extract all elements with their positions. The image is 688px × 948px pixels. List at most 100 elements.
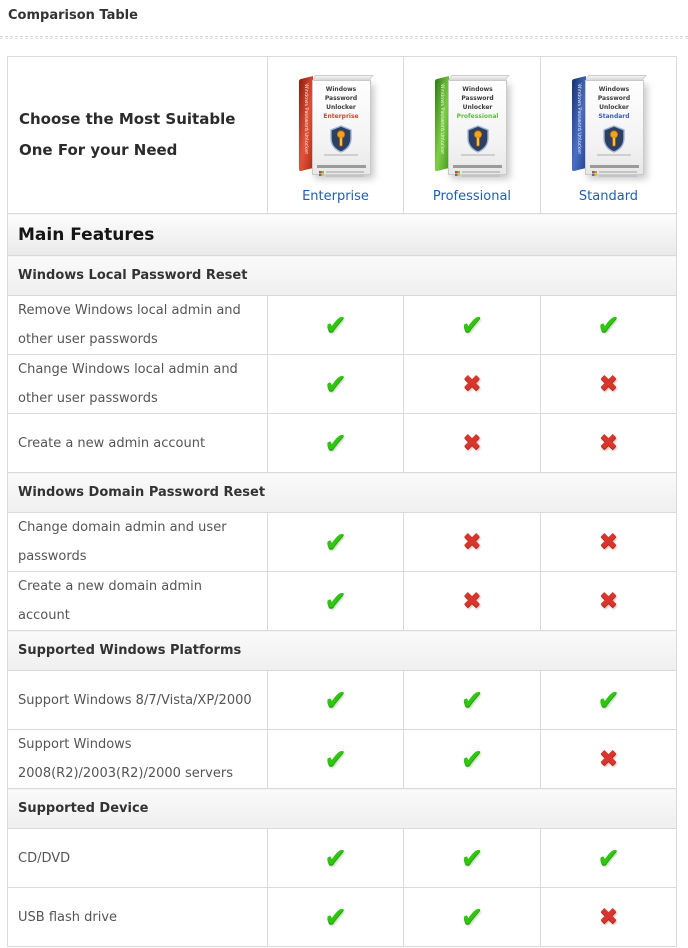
check-icon: ✔ <box>324 309 347 341</box>
box-front: Windows Password Unlocker Professional <box>448 80 507 177</box>
mark-cell-enterprise: ✔ <box>267 828 404 888</box>
product-box-enterprise: Windows Password Unlocker Windows Passwo… <box>296 75 376 178</box>
choose-heading: Choose the Most Suitable One For your Ne… <box>7 56 268 214</box>
check-icon: ✔ <box>324 585 347 617</box>
box-fineprint <box>318 171 366 190</box>
mark-cell-professional: ✔ <box>403 828 541 888</box>
mark-cell-enterprise: ✔ <box>267 571 404 631</box>
feature-label: Change Windows local admin and other use… <box>7 354 268 414</box>
feature-row: Change Windows local admin and other use… <box>7 354 677 414</box>
box-ribbon-line <box>453 165 502 168</box>
feature-row: CD/DVD ✔ ✔ ✔ <box>7 828 677 888</box>
mark-cell-standard: ✖ <box>540 354 677 414</box>
check-icon: ✔ <box>324 526 347 558</box>
mark-cell-standard: ✖ <box>540 512 677 572</box>
box-spine-enterprise: Windows Password Unlocker <box>298 76 313 172</box>
box-front: Windows Password Unlocker Standard <box>584 80 644 177</box>
cross-icon: ✖ <box>462 588 482 614</box>
check-icon: ✔ <box>324 368 347 400</box>
cross-icon: ✖ <box>462 430 482 456</box>
box-ribbon-line <box>589 165 639 168</box>
section-title: Supported Device <box>7 788 677 829</box>
main-features-row: Main Features <box>7 213 677 256</box>
feature-row: Change domain admin and user passwords ✔… <box>7 512 677 572</box>
mark-cell-standard: ✖ <box>540 571 677 631</box>
feature-row: Support Windows 8/7/Vista/XP/2000 ✔ ✔ ✔ <box>7 670 677 730</box>
feature-label: Create a new domain admin account <box>7 571 268 631</box>
box-fineprint <box>591 171 639 190</box>
box-spine-professional: Windows Password Unlocker <box>435 76 449 172</box>
product-column-standard: Windows Password Unlocker Windows Passwo… <box>540 56 677 214</box>
mark-cell-enterprise: ✔ <box>267 729 404 789</box>
mark-cell-professional: ✖ <box>403 512 541 572</box>
main-features-heading: Main Features <box>7 213 677 256</box>
check-icon: ✔ <box>597 842 620 874</box>
box-title: Windows Password Unlocker Enterprise <box>323 86 359 120</box>
check-icon: ✔ <box>460 842 484 874</box>
section-header-row: Supported Windows Platforms <box>7 630 677 671</box>
check-icon: ✔ <box>324 743 347 775</box>
box-fineprint <box>455 171 502 190</box>
feature-label: Remove Windows local admin and other use… <box>7 295 268 355</box>
box-caption-line <box>460 154 495 156</box>
check-icon: ✔ <box>324 684 347 716</box>
cross-icon: ✖ <box>598 746 619 772</box>
check-icon: ✔ <box>460 743 484 775</box>
edition-link-enterprise[interactable]: Enterprise <box>302 189 369 204</box>
cross-icon: ✖ <box>598 430 619 456</box>
product-box-standard: Windows Password Unlocker Windows Passwo… <box>569 75 649 178</box>
box-spine-standard: Windows Password Unlocker <box>571 76 586 172</box>
cross-icon: ✖ <box>462 529 482 555</box>
mark-cell-enterprise: ✔ <box>267 413 404 473</box>
mark-cell-standard: ✔ <box>540 295 677 355</box>
mark-cell-professional: ✔ <box>403 295 541 355</box>
product-box-professional: Windows Password Unlocker Windows Passwo… <box>432 75 512 178</box>
mark-cell-enterprise: ✔ <box>267 670 404 730</box>
section-header-row: Windows Domain Password Reset <box>7 472 677 513</box>
mark-cell-standard: ✖ <box>540 729 677 789</box>
cross-icon: ✖ <box>598 529 619 555</box>
box-caption-line <box>324 154 358 156</box>
cross-icon: ✖ <box>462 371 482 397</box>
edition-link-professional[interactable]: Professional <box>432 189 512 204</box>
shield-with-key-icon <box>330 125 352 153</box>
check-icon: ✔ <box>324 842 347 874</box>
feature-label: Create a new admin account <box>7 413 268 473</box>
check-icon: ✔ <box>460 684 484 716</box>
mark-cell-professional: ✖ <box>403 354 541 414</box>
feature-label: Support Windows 2008(R2)/2003(R2)/2000 s… <box>7 729 268 789</box>
mini-logo-icon <box>455 171 460 176</box>
edition-link-standard[interactable]: Standard <box>578 189 639 204</box>
box-edition-label: Enterprise <box>323 113 359 120</box>
feature-label: Change domain admin and user passwords <box>7 512 268 572</box>
mark-cell-standard: ✖ <box>540 413 677 473</box>
box-edition-label: Professional <box>456 113 499 120</box>
page-title: Comparison Table <box>8 8 138 23</box>
shield-with-key-icon <box>603 125 625 153</box>
feature-label: USB flash drive <box>7 887 268 947</box>
mark-cell-enterprise: ✔ <box>267 354 404 414</box>
feature-row: USB flash drive ✔ ✔ ✖ <box>7 887 677 947</box>
mark-cell-standard: ✔ <box>540 828 677 888</box>
feature-label: CD/DVD <box>7 828 268 888</box>
check-icon: ✔ <box>597 684 620 716</box>
mark-cell-professional: ✖ <box>403 571 541 631</box>
cross-icon: ✖ <box>598 371 619 397</box>
mark-cell-professional: ✔ <box>403 729 541 789</box>
mark-cell-enterprise: ✔ <box>267 295 404 355</box>
feature-row: Create a new admin account ✔ ✖ ✖ <box>7 413 677 473</box>
box-front: Windows Password Unlocker Enterprise <box>311 80 371 177</box>
cross-icon: ✖ <box>598 588 619 614</box>
feature-row: Create a new domain admin account ✔ ✖ ✖ <box>7 571 677 631</box>
feature-row: Remove Windows local admin and other use… <box>7 295 677 355</box>
box-title: Windows Password Unlocker Professional <box>456 86 499 120</box>
box-ribbon-line <box>316 165 366 168</box>
feature-label: Support Windows 8/7/Vista/XP/2000 <box>7 670 268 730</box>
section-title: Windows Domain Password Reset <box>7 472 677 513</box>
mini-logo-icon <box>591 171 597 176</box>
check-icon: ✔ <box>460 901 484 933</box>
check-icon: ✔ <box>597 309 620 341</box>
mark-cell-professional: ✖ <box>403 413 541 473</box>
box-title: Windows Password Unlocker Standard <box>597 86 631 120</box>
